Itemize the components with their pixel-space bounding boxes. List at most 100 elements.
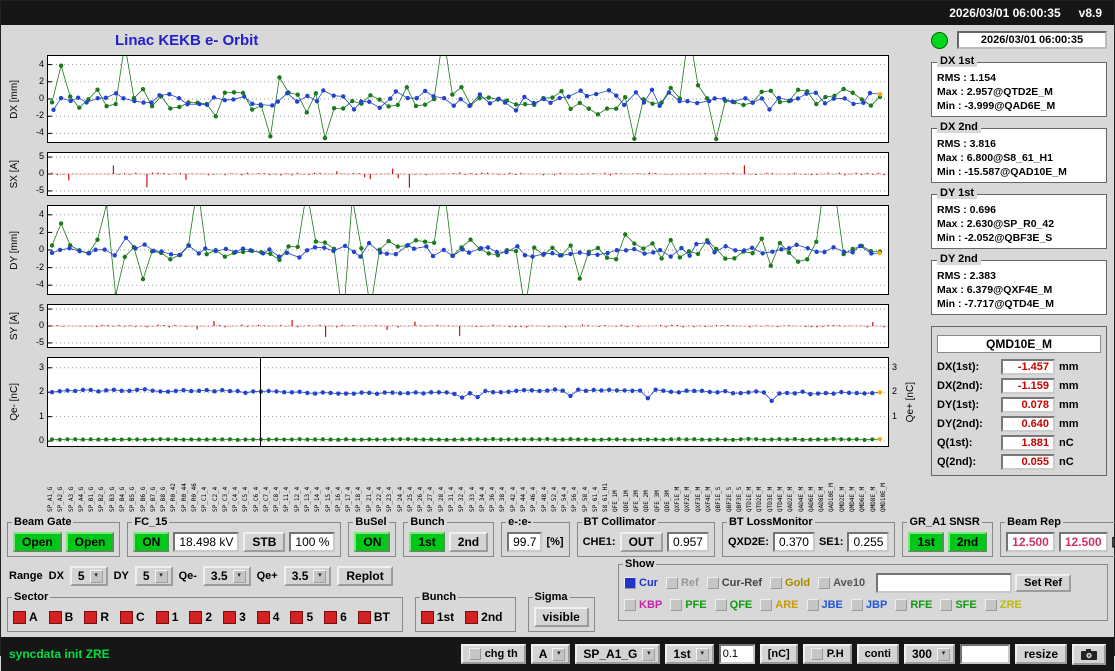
sector-toggle-5[interactable]: 5 — [290, 610, 313, 624]
mode-select[interactable]: A ▾ — [530, 644, 571, 664]
bpm-label: SP_13_4 — [304, 486, 312, 512]
stat-row: RMS : 0.696 — [937, 203, 1101, 217]
tick-label: 5 — [38, 303, 44, 314]
bunch-2nd-button[interactable]: 2nd — [448, 532, 489, 552]
ph-toggle[interactable]: P.H — [802, 644, 852, 664]
show-toggle-rfe[interactable]: RFE — [895, 599, 932, 611]
checkbox — [624, 599, 636, 611]
show-toggle-ref[interactable]: Ref — [665, 577, 699, 589]
gr-a1-1st-button[interactable]: 1st — [908, 532, 944, 552]
ee-ratio-display: 99.7 — [507, 532, 543, 552]
show-toggle-sfe[interactable]: SFE — [940, 599, 977, 611]
bpm-label: SP_58_4 — [581, 486, 589, 512]
bunch-order-select[interactable]: 1st ▾ — [665, 644, 714, 664]
monitor-row-label: DY(2nd): — [937, 418, 983, 430]
bpm-label: SP_C5_4 — [242, 486, 250, 512]
tick-label: 2 — [38, 226, 44, 237]
checkbox — [670, 599, 683, 611]
ref-name-input[interactable] — [876, 573, 1013, 593]
stat-row: Min : -7.717@QTD4E_M — [937, 297, 1101, 311]
chg-th-toggle[interactable]: chg th — [460, 644, 526, 664]
chevron-down-icon: ▾ — [313, 569, 327, 583]
replot-button[interactable]: Replot — [337, 566, 393, 586]
bpm-label: QMD10E_M — [879, 483, 887, 512]
monitor-row-value: -1.457 — [1001, 359, 1055, 375]
show-toggle-cur-ref[interactable]: Cur-Ref — [706, 577, 763, 589]
show-toggle-cur[interactable]: Cur — [624, 577, 658, 589]
checkbox — [940, 599, 953, 611]
ph-label: P.H — [826, 648, 844, 660]
fc15-stb-button[interactable]: STB — [243, 532, 286, 552]
rep-count-select[interactable]: 300 ▾ — [903, 644, 955, 664]
conti-toggle[interactable]: conti — [856, 644, 899, 664]
resize-button[interactable]: resize — [1014, 644, 1067, 664]
show-toggle-ave10[interactable]: Ave10 — [818, 577, 865, 589]
sector-toggle-c[interactable]: C — [120, 610, 145, 624]
bpm-select[interactable]: SP_A1_G ▾ — [575, 644, 661, 664]
aux-input[interactable] — [959, 644, 1010, 664]
bpm-label: QDE_1M — [622, 490, 630, 512]
show-toggle-pfe[interactable]: PFE — [670, 599, 707, 611]
stat-key: RMS : — [937, 204, 970, 216]
sector-toggle-1[interactable]: 1 — [155, 610, 178, 624]
bunch-1st-button[interactable]: 1st — [409, 532, 445, 552]
threshold-input[interactable] — [718, 644, 755, 664]
sector-toggle-label: 2 — [205, 610, 213, 624]
sector-toggle-bt[interactable]: BT — [357, 610, 390, 624]
beam-gate-open-button-1[interactable]: Open — [13, 532, 62, 552]
bpm-label: SP_46_4 — [530, 486, 538, 512]
sector-toggle-4[interactable]: 4 — [256, 610, 279, 624]
beam-gate-open-button-2[interactable]: Open — [65, 532, 115, 552]
plot-dy-canvas — [47, 205, 889, 295]
sector-toggle-3[interactable]: 3 — [223, 610, 246, 624]
stats-sidebar: 2026/03/01 06:00:35 DX 1st RMS : 1.154 Max… — [919, 25, 1111, 514]
bpm-label: SP_B8_G — [160, 486, 168, 512]
chevron-down-icon: ▾ — [232, 569, 246, 583]
screenshot-button[interactable] — [1072, 643, 1106, 665]
ee-ratio-caption: e-:e- — [506, 516, 534, 528]
show-toggle-zre[interactable]: ZRE — [984, 599, 1022, 611]
range-dx-select[interactable]: 5 ▾ — [69, 566, 108, 586]
show-label: Cur-Ref — [721, 577, 763, 589]
axis-label: Qe+ [nC] — [905, 381, 916, 423]
statusbar-controls: chg th A ▾ SP_A1_G ▾ 1st ▾ [nC] P.H cont… — [460, 643, 1106, 665]
sector-toggle-6[interactable]: 6 — [324, 610, 347, 624]
stat-value: 6.379@QXF4E_M — [966, 284, 1053, 296]
tick-label: 5 — [38, 151, 44, 162]
show-label: Cur — [639, 577, 658, 589]
show-toggle-are[interactable]: ARE — [760, 599, 799, 611]
show-toggle-jbe[interactable]: JBE — [806, 599, 843, 611]
plot-sx-ylabel: SX [A] — [7, 152, 22, 196]
stat-value: -7.717@QTD4E_M — [964, 298, 1055, 310]
bpm-label: QTD2E_M — [756, 486, 764, 512]
range-dy-value: 5 — [142, 569, 150, 583]
monitor-row-unit: nC — [1059, 456, 1074, 468]
monitor-row: DY(1st): 0.078 mm — [937, 397, 1101, 413]
sector-toggle-label: 5 — [306, 610, 314, 624]
range-qep-select[interactable]: 3.5 ▾ — [283, 566, 332, 586]
bpm-label: SP_C1_4 — [201, 486, 209, 512]
bpm-label: SP_C8_4 — [273, 486, 281, 512]
sector-toggle-r[interactable]: R — [84, 610, 109, 624]
show-toggle-gold[interactable]: Gold — [770, 577, 810, 589]
sector-toggle-a[interactable]: A — [13, 610, 38, 624]
show-toggle-qfe[interactable]: QFE — [714, 599, 752, 611]
busel-on-button[interactable]: ON — [354, 532, 391, 552]
bunch-toggle-2nd[interactable]: 2nd — [465, 610, 503, 624]
gr-a1-2nd-button[interactable]: 2nd — [947, 532, 988, 552]
sigma-visible-button[interactable]: visible — [533, 607, 589, 627]
che1-state-button[interactable]: OUT — [619, 532, 663, 552]
show-toggle-jbp[interactable]: JBP — [850, 599, 887, 611]
sector-toggle-2[interactable]: 2 — [189, 610, 212, 624]
bunch-toggle-1st[interactable]: 1st — [420, 610, 454, 624]
fc15-on-button[interactable]: ON — [133, 532, 170, 552]
show-toggle-kbp[interactable]: KBP — [624, 599, 662, 611]
range-dy-select[interactable]: 5 ▾ — [134, 566, 173, 586]
range-qem-select[interactable]: 3.5 ▾ — [202, 566, 251, 586]
set-ref-button[interactable]: Set Ref — [1015, 574, 1072, 592]
bpm-label: SP_23_4 — [386, 486, 394, 512]
sector-toggle-b[interactable]: B — [48, 610, 73, 624]
titlebar-version: v8.9 — [1078, 6, 1102, 20]
plot-qe-ylabel: Qe- [nC] — [7, 357, 22, 447]
sector-toggle-label: 6 — [340, 610, 347, 624]
